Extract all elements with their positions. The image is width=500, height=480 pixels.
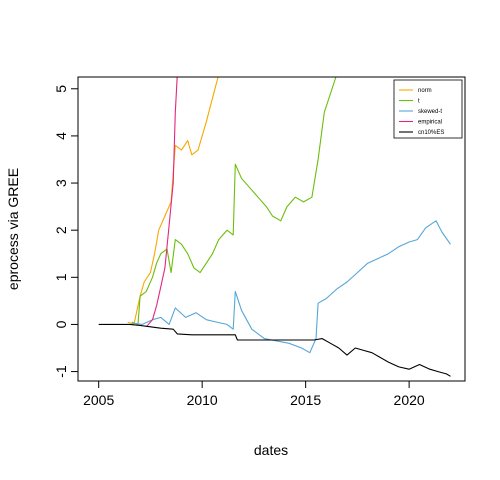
series-line-1	[131, 77, 337, 325]
legend-label: empirical	[418, 120, 442, 126]
x-tick-label: 2005	[83, 392, 114, 408]
y-tick-label: 3	[53, 179, 69, 187]
x-tick-label: 2010	[187, 392, 218, 408]
legend-label: t	[418, 99, 420, 105]
legend: norm t skewed-t empirical cn10%ES	[393, 79, 463, 139]
y-tick-label: 5	[53, 85, 69, 93]
series-layer	[98, 77, 451, 377]
y-tick-label: 1	[53, 273, 69, 281]
y-tick-label: 4	[53, 132, 69, 140]
legend-label: norm	[418, 88, 432, 94]
series-line-2	[131, 220, 451, 354]
y-tick-label: 0	[53, 320, 69, 328]
legend-label: cn10%ES	[418, 130, 444, 136]
series-line-3	[145, 77, 178, 328]
y-tick-label: 2	[53, 226, 69, 234]
y-tick-label: -1	[53, 365, 69, 378]
series-line-0	[127, 77, 227, 325]
x-axis: 2005 2010 2015 2020	[83, 380, 425, 408]
x-axis-label: dates	[254, 442, 288, 458]
x-tick-label: 2015	[290, 392, 321, 408]
legend-label: skewed-t	[418, 109, 442, 115]
series-line-4	[98, 323, 451, 377]
x-tick-label: 2020	[394, 392, 425, 408]
y-axis-label: eprocess via GREE	[5, 168, 21, 290]
y-axis: -1 0 1 2 3 4 5	[53, 85, 79, 378]
